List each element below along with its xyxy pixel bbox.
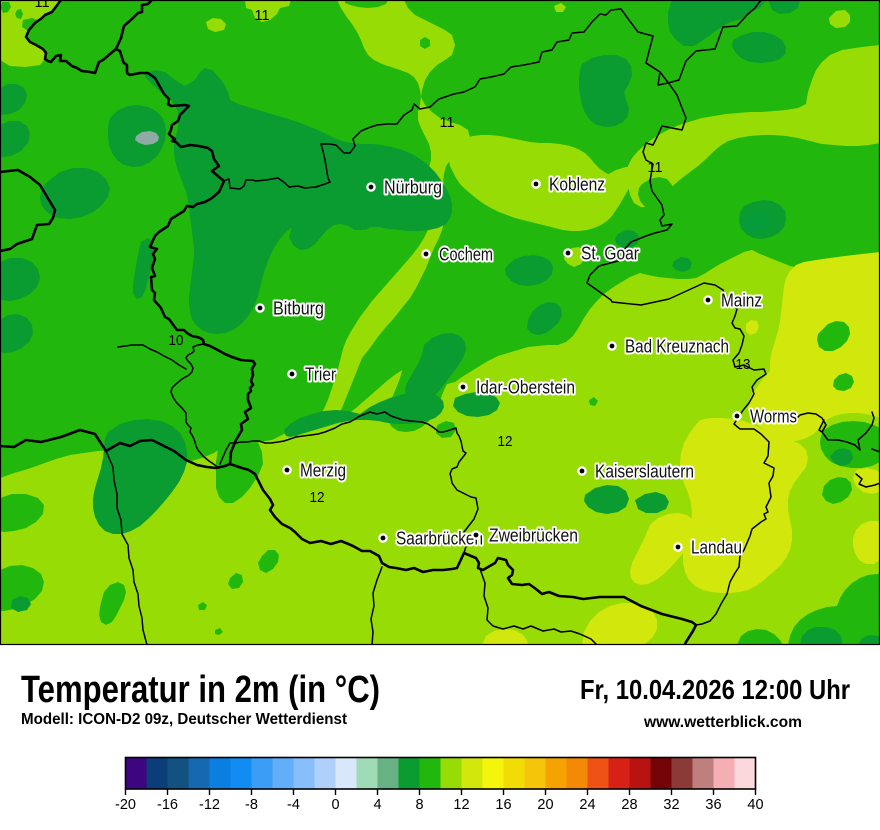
svg-text:Kaiserslautern: Kaiserslautern <box>595 462 694 482</box>
svg-text:12: 12 <box>310 489 325 506</box>
svg-text:Nürburg: Nürburg <box>384 178 442 198</box>
svg-text:St. Goar: St. Goar <box>581 244 639 264</box>
svg-text:-8: -8 <box>245 797 258 813</box>
svg-text:Landau: Landau <box>691 538 742 558</box>
svg-text:11: 11 <box>440 114 455 131</box>
svg-text:20: 20 <box>537 797 553 813</box>
svg-text:Merzig: Merzig <box>300 461 346 481</box>
svg-text:Fr, 10.04.2026 12:00 Uhr: Fr, 10.04.2026 12:00 Uhr <box>580 674 850 705</box>
svg-text:Zweibrücken: Zweibrücken <box>489 526 578 546</box>
svg-text:12: 12 <box>498 433 513 450</box>
svg-text:-16: -16 <box>157 797 178 813</box>
svg-text:Trier: Trier <box>305 365 336 385</box>
svg-text:Saarbrücken: Saarbrücken <box>396 529 483 549</box>
svg-text:-12: -12 <box>199 797 220 813</box>
svg-text:www.wetterblick.com: www.wetterblick.com <box>643 714 802 731</box>
svg-text:Idar-Oberstein: Idar-Oberstein <box>476 378 575 398</box>
svg-text:0: 0 <box>331 797 339 813</box>
svg-text:Bad Kreuznach: Bad Kreuznach <box>625 337 729 357</box>
svg-text:28: 28 <box>621 797 637 813</box>
svg-text:-4: -4 <box>287 797 300 813</box>
svg-text:Bitburg: Bitburg <box>273 299 324 319</box>
svg-text:Cochem: Cochem <box>439 245 493 265</box>
svg-text:16: 16 <box>495 797 511 813</box>
svg-text:11: 11 <box>35 0 50 11</box>
svg-text:24: 24 <box>579 797 595 813</box>
svg-text:11: 11 <box>648 159 663 176</box>
svg-text:Modell: ICON-D2 09z, Deutscher: Modell: ICON-D2 09z, Deutscher Wetterdie… <box>21 711 348 728</box>
svg-text:40: 40 <box>747 797 763 813</box>
svg-text:13: 13 <box>736 356 751 373</box>
svg-text:12: 12 <box>453 797 469 813</box>
svg-text:Worms: Worms <box>750 407 797 427</box>
svg-text:4: 4 <box>373 797 381 813</box>
svg-text:8: 8 <box>415 797 423 813</box>
svg-text:36: 36 <box>705 797 721 813</box>
svg-text:10: 10 <box>169 332 184 349</box>
svg-text:Koblenz: Koblenz <box>549 175 605 195</box>
svg-text:32: 32 <box>663 797 679 813</box>
svg-text:Temperatur in 2m (in °C): Temperatur in 2m (in °C) <box>21 669 380 711</box>
svg-text:-20: -20 <box>115 797 136 813</box>
svg-text:Mainz: Mainz <box>721 291 762 311</box>
svg-text:11: 11 <box>255 7 270 24</box>
